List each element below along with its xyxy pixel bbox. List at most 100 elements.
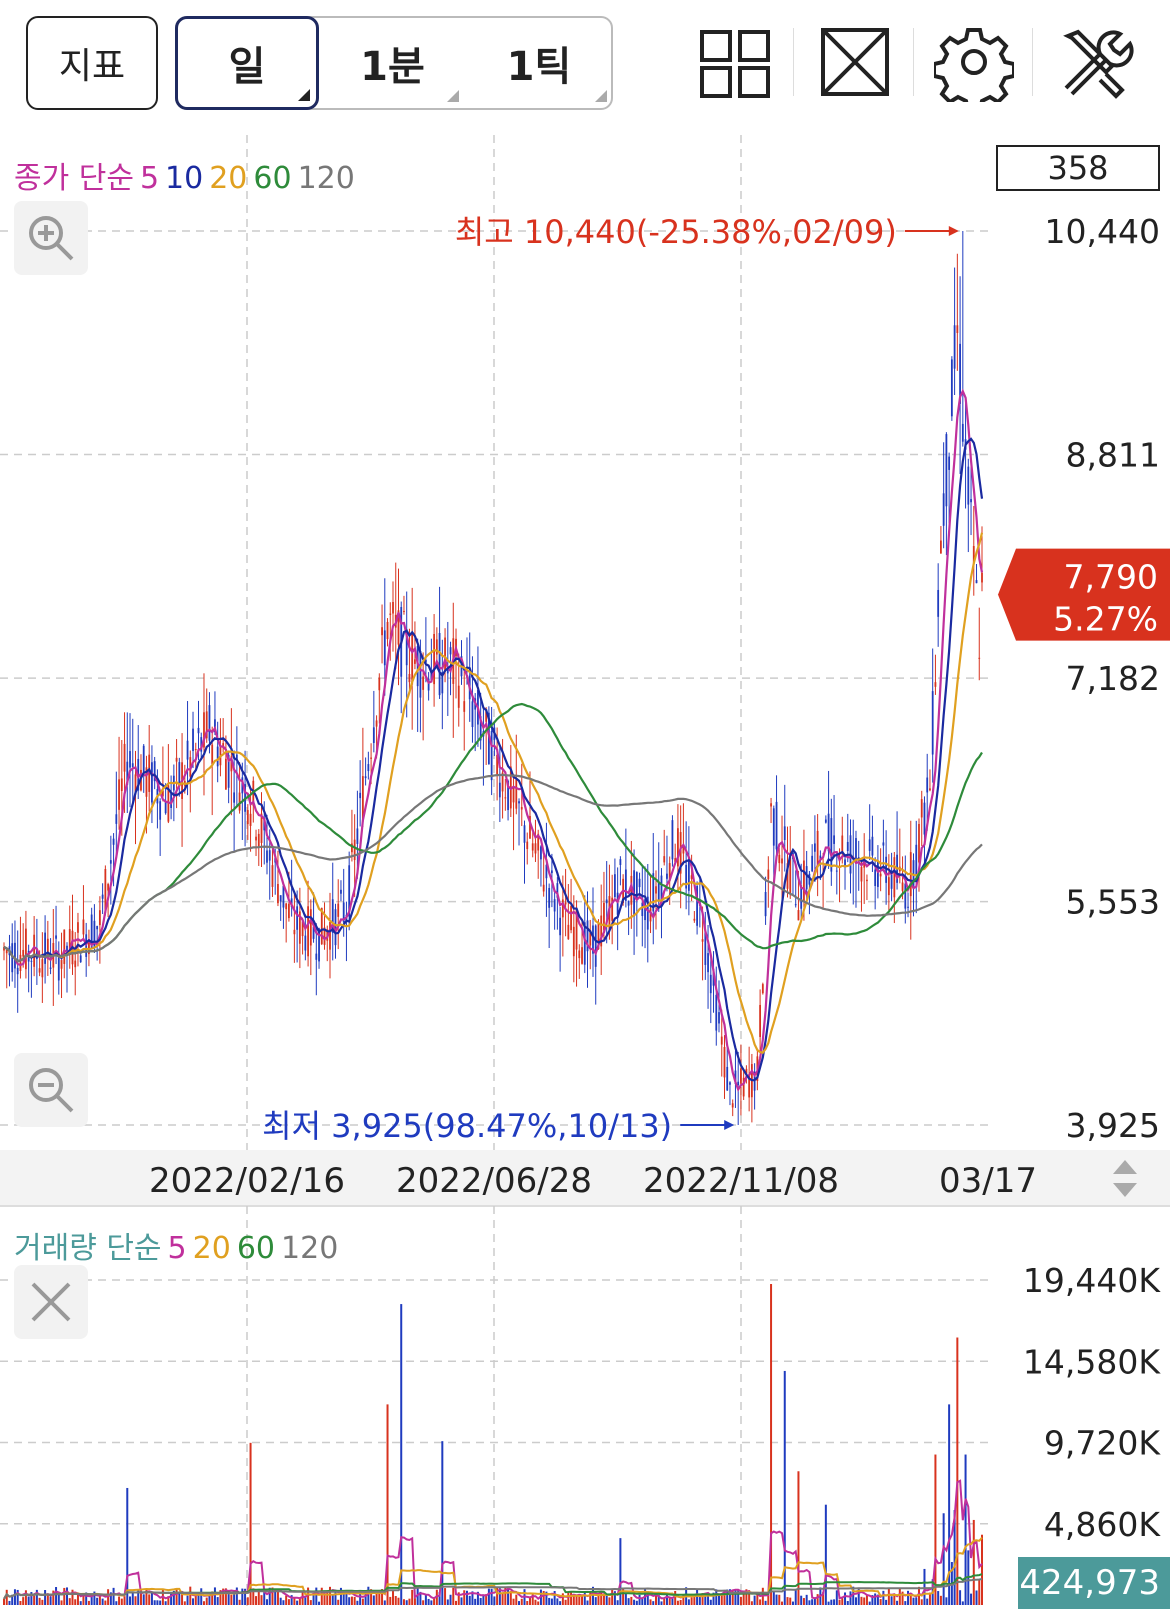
chart-area[interactable]: 10,440 8,811 7,182 5,553 3,925 2022/02/16 2022… (0, 135, 1170, 1609)
volume-bar (512, 1598, 515, 1605)
volume-bar (737, 1590, 740, 1605)
close-volume-icon[interactable] (14, 1265, 88, 1339)
candle-body (411, 633, 414, 685)
price-tick-label: 8,811 (1066, 436, 1160, 475)
candle-body (923, 802, 926, 835)
volume-bar (139, 1589, 142, 1605)
zoom-out-icon[interactable] (14, 1053, 88, 1127)
volume-bar (501, 1592, 504, 1605)
volume-bar (893, 1595, 896, 1605)
price-legend: 종가 단순 5 10 20 60 120 (14, 153, 361, 197)
candle-body (824, 819, 827, 823)
candle-body (405, 629, 408, 666)
candle-body (14, 942, 16, 969)
candle-body (74, 960, 77, 968)
dropdown-corner-icon (447, 90, 459, 102)
volume-bar (882, 1590, 885, 1605)
candle-body (307, 906, 309, 957)
ma5-label: 5 (139, 161, 160, 196)
volume-bar (82, 1593, 85, 1605)
volume-bar (937, 1591, 940, 1605)
zoom-in-icon[interactable] (14, 201, 88, 275)
candle-body (427, 678, 430, 691)
candle-body (104, 869, 107, 913)
volume-bar (375, 1591, 378, 1605)
volume-bar (657, 1594, 660, 1605)
period-day-tab[interactable]: 일 (175, 16, 319, 110)
volume-bar (27, 1596, 30, 1605)
candle-body (707, 953, 709, 973)
candle-body (38, 968, 41, 973)
volume-bar (460, 1597, 463, 1605)
volume-bar (745, 1589, 748, 1605)
fullscreen-icon[interactable] (815, 22, 895, 102)
indicator-button[interactable]: 지표 (26, 16, 158, 110)
candle-body (424, 659, 427, 663)
volume-bar (553, 1590, 556, 1605)
volume-bar (961, 1601, 964, 1605)
candle-body (879, 873, 882, 877)
candle-body (748, 1075, 751, 1098)
ma20-label: 20 (209, 161, 248, 196)
candle-body (904, 883, 907, 909)
candle-body (550, 870, 553, 874)
volume-bar (219, 1590, 222, 1605)
candle-body (603, 902, 605, 931)
volume-bar (419, 1591, 422, 1605)
candle-body (920, 799, 923, 818)
candle-body (389, 613, 392, 615)
candle-body (233, 792, 236, 803)
candle-body (268, 850, 271, 861)
volume-bar (331, 1594, 334, 1605)
volume-bar (178, 1593, 181, 1605)
volume-bar (890, 1596, 893, 1605)
settings-gear-icon[interactable] (932, 22, 1016, 112)
candle-body (835, 870, 838, 872)
volume-bar (813, 1598, 816, 1605)
volume-bar (750, 1601, 753, 1605)
volume-bar (22, 1597, 25, 1605)
candle-body (235, 754, 238, 761)
volume-bar (309, 1600, 312, 1605)
volume-bar (238, 1599, 241, 1605)
candle-body (375, 720, 378, 727)
volume-bar (709, 1599, 712, 1605)
candle-body (77, 922, 79, 933)
candle-body (529, 815, 531, 839)
candle-body (649, 908, 652, 922)
volume-bar (616, 1600, 619, 1605)
candle-body (635, 872, 638, 900)
grid-layout-icon[interactable] (696, 22, 776, 102)
candle-body (931, 691, 934, 755)
candle-body (148, 754, 151, 792)
candle-body (309, 909, 312, 946)
candle-body (46, 938, 49, 959)
volume-bar (301, 1591, 304, 1605)
candle-body (485, 708, 488, 722)
volume-bar (739, 1596, 742, 1605)
volume-bar (753, 1595, 756, 1605)
candle-body (668, 863, 671, 882)
period-1min-tab[interactable]: 1분 (320, 18, 465, 108)
volume-bar (202, 1601, 205, 1605)
volume-bar (353, 1596, 356, 1605)
volume-bar (230, 1594, 233, 1605)
volume-bar (298, 1598, 301, 1605)
candle-body (953, 325, 956, 369)
tools-icon[interactable] (1054, 22, 1134, 102)
volume-bar (241, 1588, 244, 1605)
volume-bar (534, 1599, 537, 1605)
candle-body (677, 828, 679, 867)
volume-bar (564, 1599, 567, 1605)
candle-body (22, 949, 25, 957)
volume-bar (170, 1593, 173, 1605)
candle-body (356, 828, 359, 844)
candle-body (701, 939, 704, 942)
candle-body (194, 749, 197, 751)
period-1tick-tab[interactable]: 1틱 (465, 18, 613, 108)
volume-bar (707, 1593, 710, 1605)
candle-count-box[interactable]: 358 (996, 145, 1160, 191)
candle-body (871, 836, 874, 856)
volume-bar (723, 1590, 726, 1605)
volume-bar (76, 1592, 79, 1605)
